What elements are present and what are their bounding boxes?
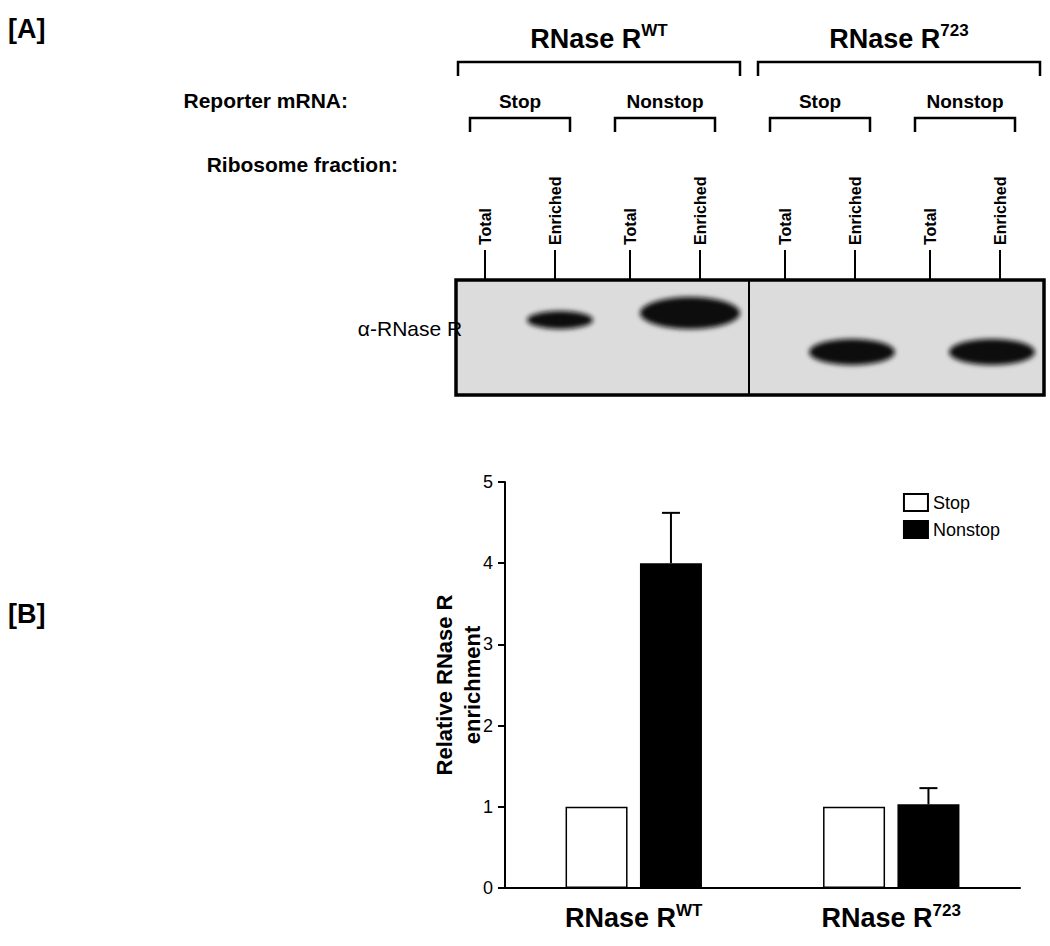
svg-text:RNase RWT: RNase RWT bbox=[530, 21, 668, 54]
svg-text:5: 5 bbox=[483, 472, 493, 492]
svg-text:Relative RNase R: Relative RNase R bbox=[432, 594, 457, 775]
svg-text:Total: Total bbox=[777, 208, 794, 245]
svg-text:Total: Total bbox=[622, 208, 639, 245]
svg-text:RNase R: RNase R bbox=[822, 903, 933, 933]
svg-text:Reporter mRNA:: Reporter mRNA: bbox=[183, 89, 348, 112]
svg-text:Stop: Stop bbox=[799, 91, 841, 112]
svg-text:WT: WT bbox=[676, 901, 703, 920]
svg-text:Ribosome fraction:: Ribosome fraction: bbox=[207, 153, 398, 176]
svg-text:Total: Total bbox=[922, 208, 939, 245]
svg-text:Enriched: Enriched bbox=[547, 177, 564, 245]
svg-text:Nonstop: Nonstop bbox=[926, 91, 1003, 112]
svg-text:Enriched: Enriched bbox=[847, 177, 864, 245]
svg-text:723: 723 bbox=[933, 901, 961, 920]
svg-text:α-RNase R: α-RNase R bbox=[358, 317, 462, 340]
svg-text:Stop: Stop bbox=[933, 493, 970, 513]
svg-text:[A]: [A] bbox=[8, 14, 45, 44]
svg-text:3: 3 bbox=[483, 634, 493, 654]
svg-text:enrichment: enrichment bbox=[460, 625, 485, 744]
svg-text:RNase R: RNase R bbox=[565, 903, 676, 933]
svg-text:1: 1 bbox=[483, 797, 493, 817]
svg-text:[B]: [B] bbox=[8, 599, 45, 629]
svg-text:4: 4 bbox=[483, 553, 493, 573]
svg-text:Nonstop: Nonstop bbox=[933, 520, 1000, 540]
svg-text:Enriched: Enriched bbox=[692, 177, 709, 245]
svg-text:Enriched: Enriched bbox=[992, 177, 1009, 245]
svg-text:2: 2 bbox=[483, 716, 493, 736]
svg-text:0: 0 bbox=[483, 878, 493, 898]
svg-text:Total: Total bbox=[477, 208, 494, 245]
svg-text:Stop: Stop bbox=[499, 91, 541, 112]
svg-text:Nonstop: Nonstop bbox=[626, 91, 703, 112]
svg-text:RNase R723: RNase R723 bbox=[829, 21, 968, 54]
